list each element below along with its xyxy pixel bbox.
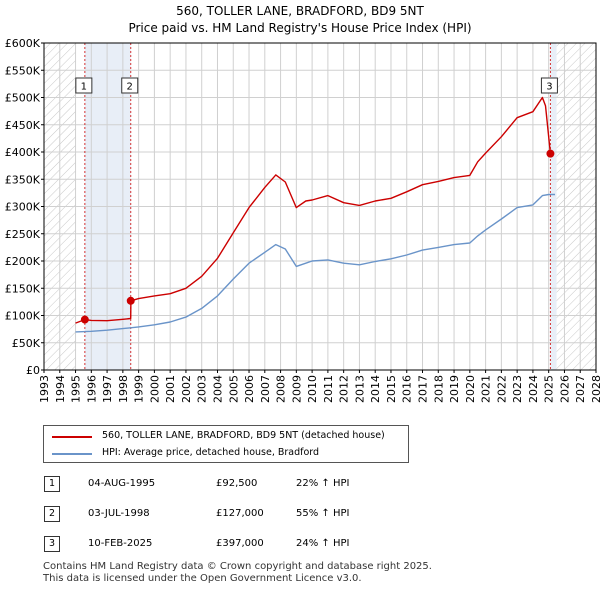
x-tick-label: 2016 <box>401 375 414 403</box>
x-tick-label: 2006 <box>243 375 256 403</box>
legend: 560, TOLLER LANE, BRADFORD, BD9 5NT (det… <box>43 425 409 463</box>
x-tick-label: 2004 <box>211 375 224 403</box>
sale-badge: 2 <box>44 506 60 522</box>
x-tick-label: 2001 <box>164 375 177 403</box>
x-tick-label: 2021 <box>480 375 493 403</box>
x-tick-label: 2010 <box>306 375 319 403</box>
x-tick-label: 1993 <box>38 375 51 403</box>
x-tick-label: 2003 <box>196 375 209 403</box>
y-tick-label: £300K <box>5 201 41 214</box>
x-tick-label: 2000 <box>148 375 161 403</box>
legend-hpi-line <box>52 453 92 455</box>
x-tick-label: 2019 <box>448 375 461 403</box>
x-tick-label: 2007 <box>259 375 272 403</box>
x-tick-label: 2009 <box>290 375 303 403</box>
y-tick-label: £550K <box>5 64 41 77</box>
sale-row: 1 04-AUG-1995 £92,500 22% ↑ HPI <box>0 474 600 494</box>
x-tick-label: 1995 <box>70 375 83 403</box>
y-tick-label: £250K <box>5 228 41 241</box>
sale-label-box <box>121 77 139 94</box>
sale-label: 2 <box>127 82 133 93</box>
sale-badge: 3 <box>44 536 60 552</box>
x-tick-label: 2027 <box>574 375 587 403</box>
sale-date: 03-JUL-1998 <box>88 508 150 519</box>
x-tick-label: 1996 <box>85 375 98 403</box>
sale-label-box <box>540 77 558 94</box>
sale-point <box>546 149 555 158</box>
x-tick-label: 2008 <box>275 375 288 403</box>
sale-hpi-change: 55% ↑ HPI <box>296 508 350 519</box>
x-tick-label: 2023 <box>511 375 524 403</box>
footer-licence: This data is licensed under the Open Gov… <box>43 573 362 584</box>
x-tick-label: 1999 <box>133 375 146 403</box>
x-tick-label: 2022 <box>495 375 508 403</box>
x-tick-label: 1998 <box>117 375 130 403</box>
x-tick-label: 2017 <box>417 375 430 403</box>
y-tick-label: £500K <box>5 92 41 105</box>
legend-property-label: 560, TOLLER LANE, BRADFORD, BD9 5NT (det… <box>102 430 385 441</box>
x-tick-label: 2013 <box>353 375 366 403</box>
y-tick-label: £200K <box>5 255 41 268</box>
y-tick-label: £0 <box>26 364 40 377</box>
sale-price: £127,000 <box>216 508 264 519</box>
sale-label-box <box>75 77 93 94</box>
sale-point <box>126 296 135 305</box>
property-price-line <box>75 96 554 324</box>
sale-badge: 1 <box>44 476 60 492</box>
y-tick-label: £50K <box>12 337 41 350</box>
x-tick-label: 2002 <box>180 375 193 403</box>
x-tick-label: 2012 <box>338 375 351 403</box>
x-tick-label: 1994 <box>54 375 67 403</box>
sale-point <box>80 315 89 324</box>
x-tick-label: 1997 <box>101 375 114 403</box>
x-tick-label: 2014 <box>369 375 382 403</box>
y-tick-label: £150K <box>5 282 41 295</box>
y-tick-label: £600K <box>5 37 41 50</box>
sale-row: 3 10-FEB-2025 £397,000 24% ↑ HPI <box>0 534 600 554</box>
x-tick-label: 2020 <box>464 375 477 403</box>
sale-hpi-change: 22% ↑ HPI <box>296 478 350 489</box>
sale-hpi-change: 24% ↑ HPI <box>296 538 350 549</box>
x-tick-label: 2005 <box>227 375 240 403</box>
price-chart: £0 £50K £100K £150K £200K £250K £300K £350K £400… <box>5 37 600 403</box>
legend-property-line <box>52 436 92 438</box>
x-tick-label: 2015 <box>385 375 398 403</box>
chart-title: 560, TOLLER LANE, BRADFORD, BD9 5NT <box>176 4 424 18</box>
sale-label: 1 <box>81 82 87 93</box>
hpi-line <box>75 193 555 333</box>
sale-price: £397,000 <box>216 538 264 549</box>
sale-date: 04-AUG-1995 <box>88 478 156 489</box>
sale-label: 3 <box>546 82 552 93</box>
sale-date: 10-FEB-2025 <box>88 538 153 549</box>
sale-price: £92,500 <box>216 478 258 489</box>
x-tick-label: 2025 <box>543 375 556 403</box>
x-tick-label: 2024 <box>527 375 540 403</box>
x-tick-label: 2026 <box>558 375 571 403</box>
y-tick-label: £400K <box>5 146 41 159</box>
x-tick-label: 2028 <box>590 375 600 403</box>
sale-row: 2 03-JUL-1998 £127,000 55% ↑ HPI <box>0 504 600 524</box>
x-tick-label: 2018 <box>432 375 445 403</box>
x-tick-label: 2011 <box>322 375 335 403</box>
footer-copyright: Contains HM Land Registry data © Crown c… <box>43 561 432 572</box>
legend-hpi-label: HPI: Average price, detached house, Brad… <box>102 447 320 458</box>
y-tick-label: £350K <box>5 173 41 186</box>
y-tick-label: £450K <box>5 119 41 132</box>
y-tick-label: £100K <box>5 310 41 323</box>
chart-subtitle: Price paid vs. HM Land Registry's House … <box>128 21 472 35</box>
